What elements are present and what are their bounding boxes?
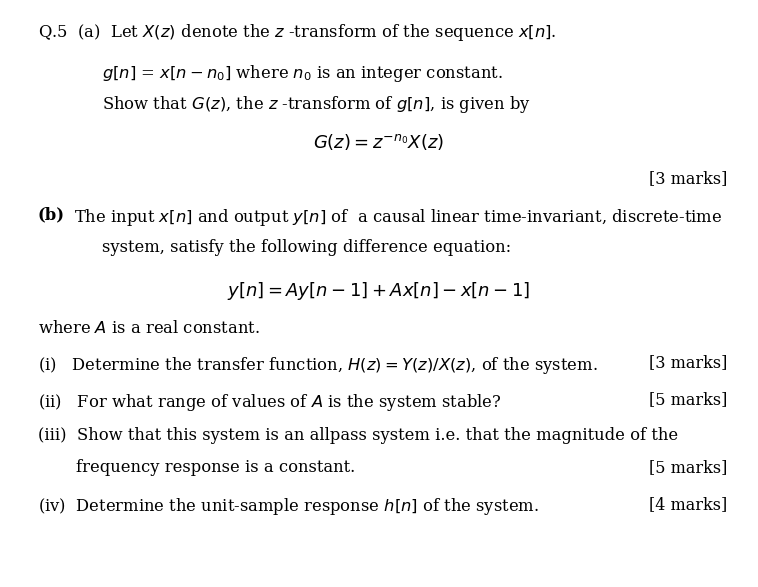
Text: $g[n]$ = $x[n-n_0]$ where $n_0$ is an integer constant.: $g[n]$ = $x[n-n_0]$ where $n_0$ is an in…	[102, 63, 503, 84]
Text: [5 marks]: [5 marks]	[650, 459, 728, 476]
Text: system, satisfy the following difference equation:: system, satisfy the following difference…	[102, 239, 512, 256]
Text: $G(z) = z^{-n_0}X(z)$: $G(z) = z^{-n_0}X(z)$	[314, 132, 444, 152]
Text: (ii)   For what range of values of $A$ is the system stable?: (ii) For what range of values of $A$ is …	[38, 392, 502, 413]
Text: [3 marks]: [3 marks]	[650, 170, 728, 187]
Text: The input $x[n]$ and output $y[n]$ of  a causal linear time-invariant, discrete-: The input $x[n]$ and output $y[n]$ of a …	[74, 207, 722, 228]
Text: Q.5  (a)  Let $X(z)$ denote the $z$ -transform of the sequence $x[n]$.: Q.5 (a) Let $X(z)$ denote the $z$ -trans…	[38, 22, 556, 43]
Text: where $A$ is a real constant.: where $A$ is a real constant.	[38, 320, 260, 337]
Text: (iii)  Show that this system is an allpass system i.e. that the magnitude of the: (iii) Show that this system is an allpas…	[38, 427, 678, 444]
Text: [3 marks]: [3 marks]	[650, 355, 728, 372]
Text: frequency response is a constant.: frequency response is a constant.	[76, 459, 355, 476]
Text: Show that $G(z)$, the $z$ -transform of $g[n]$, is given by: Show that $G(z)$, the $z$ -transform of …	[102, 94, 531, 115]
Text: $y[n]= Ay[n-1]+ Ax[n]-x[n-1]$: $y[n]= Ay[n-1]+ Ax[n]-x[n-1]$	[227, 280, 531, 302]
Text: (i)   Determine the transfer function, $H(z) = Y(z)/X(z)$, of the system.: (i) Determine the transfer function, $H(…	[38, 355, 597, 376]
Text: [5 marks]: [5 marks]	[650, 392, 728, 409]
Text: (b): (b)	[38, 207, 65, 224]
Text: (iv)  Determine the unit-sample response $h[n]$ of the system.: (iv) Determine the unit-sample response …	[38, 496, 539, 517]
Text: [4 marks]: [4 marks]	[650, 496, 728, 513]
